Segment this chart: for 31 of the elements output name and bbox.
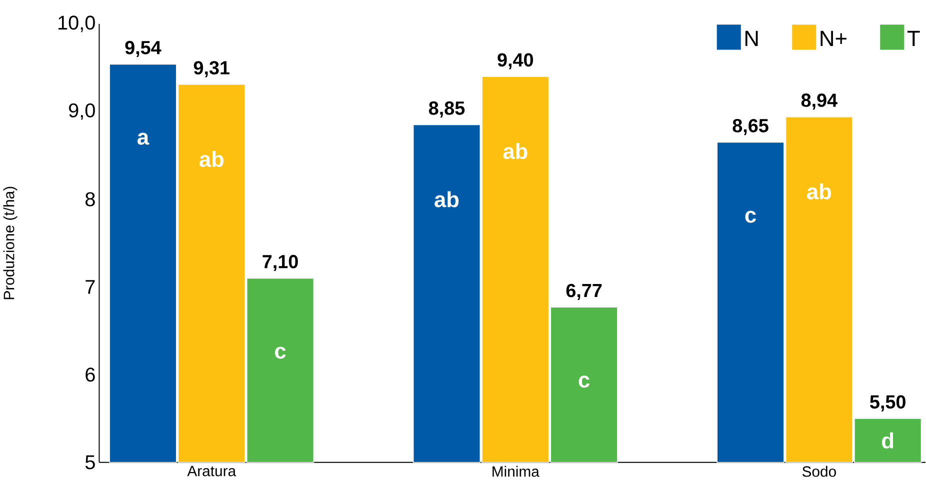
data-label: 8,94 (801, 93, 838, 110)
annotation: c (578, 376, 590, 388)
data-label: 7,10 (262, 254, 298, 271)
data-label: 8,85 (428, 101, 465, 118)
annotation: c (745, 210, 756, 223)
y-tick-label: 9,0 (69, 103, 95, 120)
data-label: 5,50 (870, 395, 906, 412)
legend-label: N+ (820, 30, 846, 46)
annotation: ab (503, 142, 528, 159)
data-label: 6,77 (566, 284, 602, 300)
annotation: ab (434, 191, 459, 208)
x-tick-label: Minima (492, 466, 540, 477)
y-tick-label: 5 (85, 455, 95, 470)
data-label: 9,31 (194, 61, 230, 78)
legend-label: T (907, 30, 920, 46)
annotation: a (138, 132, 150, 145)
annotation: ab (199, 150, 224, 167)
data-label: 9,54 (125, 40, 162, 57)
x-tick-label: Aratura (187, 466, 236, 476)
y-tick-label: 8 (86, 192, 95, 206)
y-axis-title: Produzione (t/ha) (3, 186, 18, 300)
x-tick-label: Sodo (802, 466, 836, 477)
annotation: c (275, 346, 286, 359)
data-label: 8,65 (732, 118, 768, 136)
y-tick-label: 10,0 (58, 16, 95, 32)
annotation: ab (807, 183, 832, 200)
y-tick-label: 7 (86, 280, 95, 294)
data-label: 9,40 (498, 53, 534, 70)
legend-label: N (745, 30, 758, 46)
y-tick-label: 6 (86, 368, 95, 382)
annotation: d (882, 432, 894, 448)
